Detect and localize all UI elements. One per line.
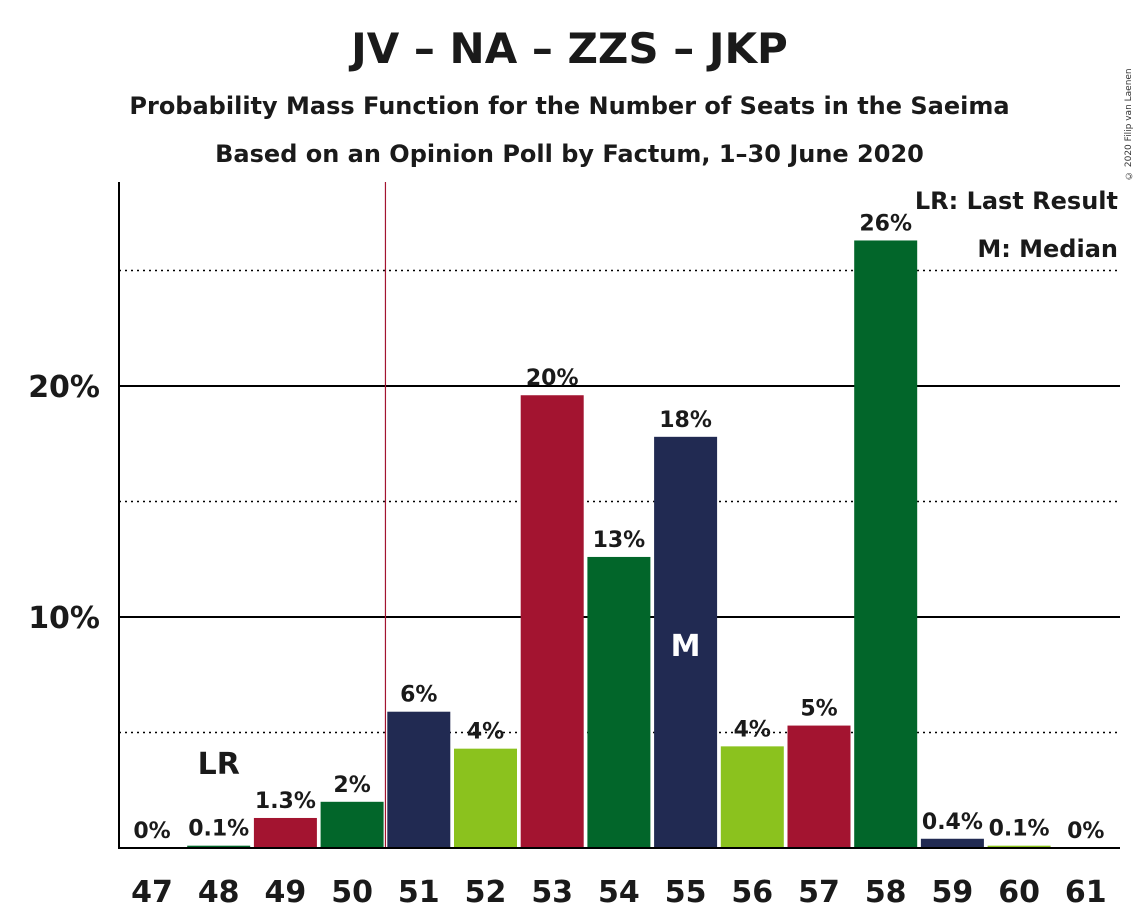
x-tick-label: 60 (998, 875, 1040, 910)
bar-seat-49 (253, 817, 317, 848)
legend-median: M: Median (977, 235, 1118, 263)
bar-seat-56 (720, 746, 784, 848)
x-tick-label: 52 (465, 875, 507, 910)
x-tick-label: 47 (131, 875, 173, 910)
bar-seat-48 (187, 845, 251, 848)
bar-value-label: 0% (1067, 819, 1104, 844)
bar-value-label: 5% (800, 697, 837, 722)
x-tick-label: 59 (932, 875, 974, 910)
bar-seat-50 (320, 801, 384, 848)
x-tick-label: 61 (1065, 875, 1107, 910)
bar-seat-58 (854, 240, 918, 849)
gridlines (119, 182, 1120, 848)
bar-seat-57 (787, 725, 851, 848)
bar-value-label: 26% (859, 211, 912, 236)
median-marker: M (671, 629, 701, 664)
bar-value-label: 1.3% (255, 789, 316, 814)
bar-value-label: 0.1% (989, 817, 1050, 842)
bar-value-label: 4% (467, 720, 504, 745)
bar-seat-59 (920, 838, 984, 848)
bar-value-label: 0.1% (188, 817, 249, 842)
legend: LR: Last Result M: Median (915, 187, 1118, 263)
bar-seat-60 (987, 845, 1051, 848)
x-tick-label: 53 (531, 875, 573, 910)
x-tick-label: 56 (731, 875, 773, 910)
y-tick-label: 20% (28, 370, 100, 405)
x-tick-label: 57 (798, 875, 840, 910)
chart-source-line: Based on an Opinion Poll by Factum, 1–30… (215, 140, 924, 168)
bar-value-label: 2% (333, 773, 370, 798)
legend-last-result: LR: Last Result (915, 187, 1118, 215)
x-tick-label: 58 (865, 875, 907, 910)
bars: 0% 0.1%1.3%2%6%4%20%13%18%4%5%26%0.4% 0.1%… (133, 211, 1104, 849)
chart-subtitle: Probability Mass Function for the Number… (129, 92, 1010, 120)
x-tick-label: 48 (198, 875, 240, 910)
bar-seat-51 (387, 711, 451, 848)
chart-title: JV – NA – ZZS – JKP (351, 24, 788, 73)
x-tick-label: 50 (331, 875, 373, 910)
bar-value-label: 13% (593, 528, 646, 553)
axes: 10% 20% 47 48 49 50 51 52 53 54 55 56 57 58 59 60 61 (28, 182, 1120, 910)
bar-value-label: 20% (526, 366, 579, 391)
x-tick-label: 55 (665, 875, 707, 910)
last-result-marker: LR (198, 747, 240, 782)
bar-value-label: 0% (133, 819, 170, 844)
bar-value-label: 6% (400, 683, 437, 708)
bar-seat-53 (520, 395, 584, 848)
y-tick-label: 10% (28, 601, 100, 636)
x-tick-label: 51 (398, 875, 440, 910)
bar-value-label: 4% (734, 717, 771, 742)
bar-seat-52 (454, 748, 517, 848)
x-tick-label: 49 (265, 875, 307, 910)
x-tick-label: 54 (598, 875, 640, 910)
bar-value-label: 18% (659, 408, 712, 433)
bar-value-label: 0.4% (922, 810, 983, 835)
bar-seat-55 (654, 436, 718, 848)
bar-seat-54 (587, 556, 651, 848)
